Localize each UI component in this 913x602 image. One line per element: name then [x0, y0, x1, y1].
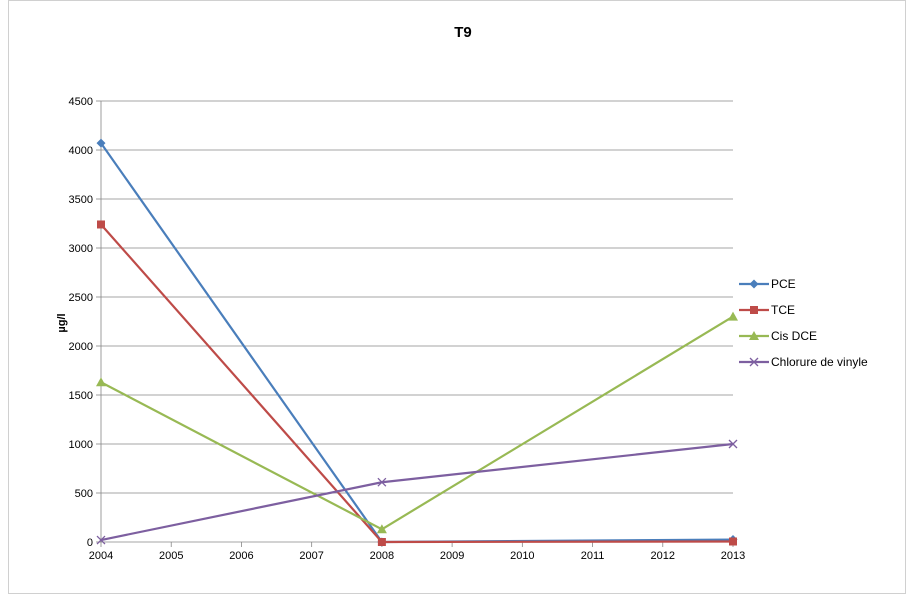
legend-marker [749, 279, 759, 289]
series-line [100, 315, 734, 531]
legend-label: Chlorure de vinyle [771, 355, 868, 369]
legend-marker [750, 306, 758, 314]
x-tick-label: 2008 [370, 550, 394, 562]
y-tick-labels: 0 500 1000 1500 2000 2500 3000 3500 4000 4500 [69, 96, 93, 549]
y-tick-label: 4000 [69, 145, 93, 157]
x-tick-label: 2009 [440, 550, 464, 562]
data-point [96, 377, 106, 387]
data-point [729, 537, 737, 546]
legend: PCE TCE Cis DCE Chlorure de vinyle [739, 277, 868, 369]
data-point [728, 311, 738, 321]
x-tick-label: 2004 [89, 550, 113, 562]
x-tick-label: 2007 [299, 550, 323, 562]
data-point [376, 524, 387, 534]
legend-label: TCE [771, 303, 795, 317]
x-tick-label: 2012 [651, 550, 675, 562]
legend-item: TCE [739, 303, 795, 317]
series-3 [96, 439, 738, 545]
data-point [728, 439, 738, 449]
y-tick-label: 500 [75, 488, 93, 500]
series-line [100, 223, 734, 544]
x-tick-label: 2010 [510, 550, 534, 562]
y-tick-label: 1000 [69, 439, 93, 451]
data-point [377, 477, 387, 487]
data-point [377, 538, 386, 546]
chart-area: T9 µg/l 0 500 1000 1500 2000 2500 3000 3500 4000… [8, 0, 906, 594]
legend-marker [749, 357, 759, 367]
legend-label: Cis DCE [771, 329, 817, 343]
legend-marker [749, 331, 759, 340]
y-tick-label: 4500 [69, 96, 93, 108]
line-chart: T9 µg/l 0 500 1000 1500 2000 2500 3000 3500 4000… [56, 24, 868, 562]
chart-title: T9 [454, 24, 472, 41]
x-tick-label: 2011 [581, 550, 605, 562]
data-point [96, 535, 106, 545]
legend-item: Chlorure de vinyle [739, 355, 868, 369]
y-axis-label: µg/l [56, 313, 68, 332]
series-line [100, 442, 734, 542]
x-tick-label: 2013 [721, 550, 745, 562]
series-group [96, 138, 738, 547]
x-tick-label: 2006 [229, 550, 253, 562]
axes [96, 100, 734, 547]
series-line [100, 142, 734, 544]
legend-label: PCE [771, 277, 796, 291]
series-1 [97, 220, 737, 546]
y-tick-label: 1500 [69, 390, 93, 402]
y-tick-label: 3000 [69, 243, 93, 255]
legend-item: PCE [739, 277, 796, 291]
data-point [96, 138, 106, 148]
y-tick-label: 2000 [69, 341, 93, 353]
y-tick-label: 0 [87, 537, 93, 549]
x-tick-label: 2005 [159, 550, 183, 562]
data-point [97, 220, 105, 229]
x-tick-labels: 2004 2005 2006 2007 2008 2009 2010 2011 2012 2013 [89, 550, 745, 562]
series-0 [96, 138, 738, 547]
y-tick-label: 2500 [69, 292, 93, 304]
series-2 [96, 311, 738, 534]
y-tick-label: 3500 [69, 194, 93, 206]
legend-item: Cis DCE [739, 329, 817, 343]
gridlines [101, 100, 733, 494]
